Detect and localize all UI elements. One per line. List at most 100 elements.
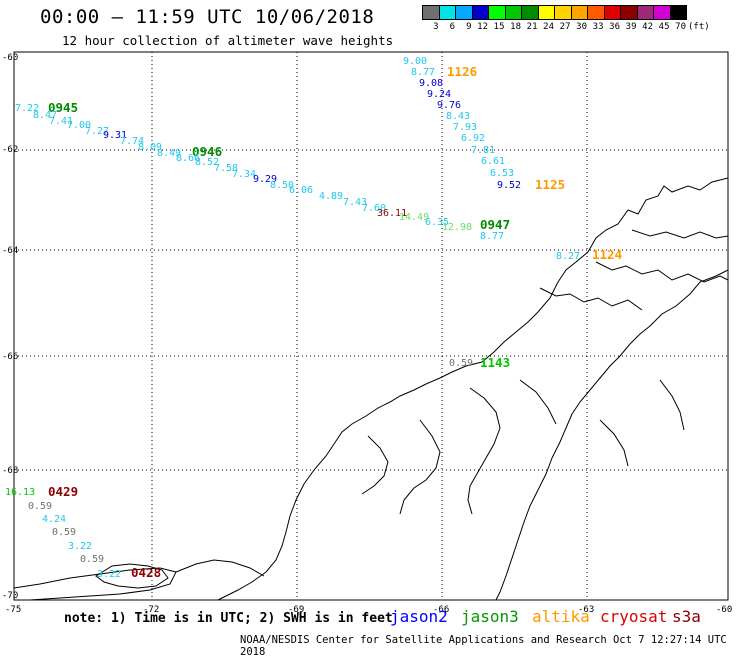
legend-label: 27 <box>559 22 571 32</box>
wave-height-value: 9.24 <box>427 89 451 100</box>
wave-height-value: 6.61 <box>481 156 505 167</box>
wave-height-value: 8.49 <box>157 148 181 159</box>
map-frame <box>13 51 729 601</box>
wave-height-value: 6.35 <box>425 217 449 228</box>
pass-time-label: 1126 <box>447 64 477 79</box>
wave-height-value: 9.31 <box>103 130 127 141</box>
wave-height-value: 7.74 <box>120 136 144 147</box>
legend-label: 24 <box>543 22 554 32</box>
lat-label: -62 <box>2 145 18 155</box>
legend-label: 33 <box>592 22 604 32</box>
legend-label: 42 <box>642 22 653 32</box>
pass-time-label: 1124 <box>592 247 622 262</box>
pass-time-label: 0947 <box>480 217 510 232</box>
wave-height-value: 7.93 <box>453 122 477 133</box>
satellite-legend-altika: altika <box>532 607 590 626</box>
wave-height-value: 0.59 <box>28 501 52 512</box>
wave-height-value: 8.27 <box>556 251 580 262</box>
legend-swatches <box>422 5 710 20</box>
wave-height-value: 9.00 <box>403 56 427 67</box>
lat-label: -68 <box>2 466 18 476</box>
wave-height-value: 12.98 <box>442 222 472 233</box>
legend-swatch <box>669 5 687 20</box>
wave-height-value: 7.27 <box>85 126 109 137</box>
lon-label: -60 <box>716 605 732 615</box>
wave-height-value: 8.47 <box>33 110 57 121</box>
wave-height-value: 0.59 <box>80 554 104 565</box>
wave-height-value: 0.59 <box>449 358 473 369</box>
wave-height-value: 8.77 <box>411 67 435 78</box>
pass-time-label: 0945 <box>48 100 78 115</box>
lat-label: -66 <box>2 352 18 362</box>
wave-height-value: 3.22 <box>68 541 92 552</box>
wave-height-value: 8.50 <box>270 180 294 191</box>
wave-height-value: 36.11 <box>377 208 407 219</box>
wave-height-value: 6.53 <box>490 168 514 179</box>
legend-label: 9 <box>466 22 472 32</box>
wave-height-value: 7.60 <box>362 203 386 214</box>
lon-label: -69 <box>288 605 304 615</box>
wave-height-value: 16.13 <box>5 487 35 498</box>
wave-height-value: 7.00 <box>67 120 91 131</box>
legend-label: 39 <box>625 22 637 32</box>
coastline <box>13 177 729 601</box>
color-legend: 3 6 9 12 15 18 21 24 27 30 33 36 39 42 45 70 (ft) <box>422 5 710 32</box>
pass-time-label: 0428 <box>131 565 161 580</box>
legend-label: 70 <box>675 22 686 32</box>
pass-time-label: 1143 <box>480 355 510 370</box>
wave-height-value: 9.76 <box>437 100 461 111</box>
legend-label: 15 <box>493 22 505 32</box>
legend-label: 3 <box>433 22 439 32</box>
wave-height-value: 8.43 <box>446 111 470 122</box>
graticule <box>14 52 728 600</box>
pass-time-label: 0946 <box>192 144 222 159</box>
wave-height-value: 7.34 <box>232 169 256 180</box>
wave-height-value: 8.77 <box>480 231 504 242</box>
wave-height-value: 7.43 <box>343 197 367 208</box>
pass-time-label: 1125 <box>535 177 565 192</box>
legend-label: 30 <box>576 22 587 32</box>
wave-height-value: 4.89 <box>319 191 343 202</box>
wave-height-value: 0.59 <box>52 527 76 538</box>
lon-label: -72 <box>143 605 159 615</box>
lon-label: -66 <box>433 605 449 615</box>
legend-label: 21 <box>526 22 538 32</box>
wave-height-value: 8.66 <box>176 153 200 164</box>
wave-height-value: 7.41 <box>49 116 73 127</box>
wave-height-value: 7.22 <box>15 103 39 114</box>
wave-height-value: 14.49 <box>399 212 429 223</box>
footer-note: note: 1) Time is in UTC; 2) SWH is in fe… <box>64 611 393 626</box>
wave-height-value: 7.81 <box>471 145 495 156</box>
pass-time-label: 0429 <box>48 484 78 499</box>
axis-labels: -60 -62 -64 -66 -68 -70 -75 -72 -69 -66 … <box>2 53 732 615</box>
wave-height-value: 9.08 <box>419 78 443 89</box>
wave-height-value: 4.24 <box>42 514 66 525</box>
map-title: 00:00 – 11:59 UTC 10/06/2018 <box>40 6 375 28</box>
legend-label: 6 <box>449 22 455 32</box>
satellite-legend-jason2: jason2 <box>390 607 448 626</box>
legend-labels: 3 6 9 12 15 18 21 24 27 30 33 36 39 42 45 70 (ft) <box>422 22 710 32</box>
satellite-legend-cryosat: cryosat <box>600 607 668 626</box>
wave-height-value: 9.52 <box>497 180 521 191</box>
wave-height-value: 6.06 <box>289 185 313 196</box>
wave-height-value: 9.29 <box>253 174 277 185</box>
satellite-legend-jason3: jason3 <box>461 607 519 626</box>
wave-height-value: 3.22 <box>97 569 121 580</box>
lat-label: -64 <box>2 246 18 256</box>
wave-height-value: 8.52 <box>195 157 219 168</box>
legend-unit: (ft) <box>688 22 710 32</box>
lat-label: -60 <box>2 53 18 63</box>
credit-line: NOAA/NESDIS Center for Satellite Applica… <box>240 634 727 658</box>
map-subtitle: 12 hour collection of altimeter wave hei… <box>62 33 394 48</box>
wave-height-value: 8.09 <box>138 142 162 153</box>
lon-label: -75 <box>5 605 21 615</box>
wave-height-value: 6.92 <box>461 133 485 144</box>
track-labels: 11269.008.779.089.249.768.437.936.927.81… <box>5 56 622 580</box>
wave-height-value: 7.58 <box>214 163 238 174</box>
legend-label: 18 <box>510 22 521 32</box>
legend-label: 36 <box>609 22 620 32</box>
lat-label: -70 <box>2 591 18 601</box>
legend-label: 12 <box>477 22 488 32</box>
legend-label: 45 <box>658 22 670 32</box>
